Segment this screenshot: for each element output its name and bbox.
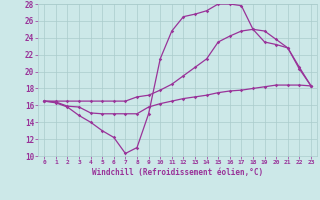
X-axis label: Windchill (Refroidissement éolien,°C): Windchill (Refroidissement éolien,°C)	[92, 168, 263, 177]
